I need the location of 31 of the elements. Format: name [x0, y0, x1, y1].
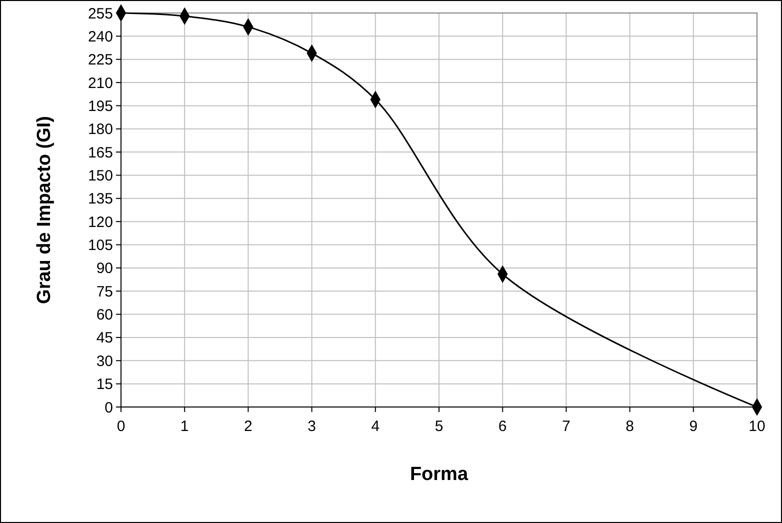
x-tick-label: 10 [748, 418, 766, 435]
y-axis-title: Grau de Impacto (GI) [34, 116, 55, 304]
y-tick-label: 150 [88, 167, 113, 184]
y-tick-label: 195 [88, 98, 113, 115]
y-tick-label: 105 [88, 237, 113, 254]
x-tick-label: 3 [308, 418, 316, 435]
x-tick-label: 8 [626, 418, 634, 435]
x-tick-label: 5 [434, 418, 444, 435]
y-tick-label: 120 [88, 214, 113, 231]
y-tick-label: 90 [96, 260, 113, 278]
x-axis-title: Forma [410, 464, 468, 485]
x-tick-label: 6 [498, 418, 507, 435]
x-tick-label: 9 [689, 418, 698, 435]
y-tick-label: 225 [88, 52, 113, 69]
x-tick-label: 2 [244, 418, 252, 435]
y-tick-label: 180 [88, 121, 113, 138]
y-tick-label: 165 [88, 144, 113, 162]
x-tick-label: 4 [371, 418, 380, 435]
y-tick-label: 255 [88, 5, 113, 22]
y-tick-label: 240 [88, 28, 113, 46]
y-tick-label: 45 [96, 330, 113, 347]
y-tick-label: 60 [96, 306, 113, 324]
y-tick-label: 75 [96, 283, 113, 300]
x-tick-label: 1 [180, 418, 189, 435]
y-tick-label: 15 [96, 376, 113, 394]
x-tick-label: 0 [116, 418, 126, 435]
y-tick-label: 0 [104, 399, 113, 416]
y-tick-label: 210 [88, 74, 113, 92]
y-tick-label: 135 [88, 190, 113, 208]
y-tick-label: 30 [96, 352, 113, 370]
x-tick-label: 7 [562, 418, 570, 435]
